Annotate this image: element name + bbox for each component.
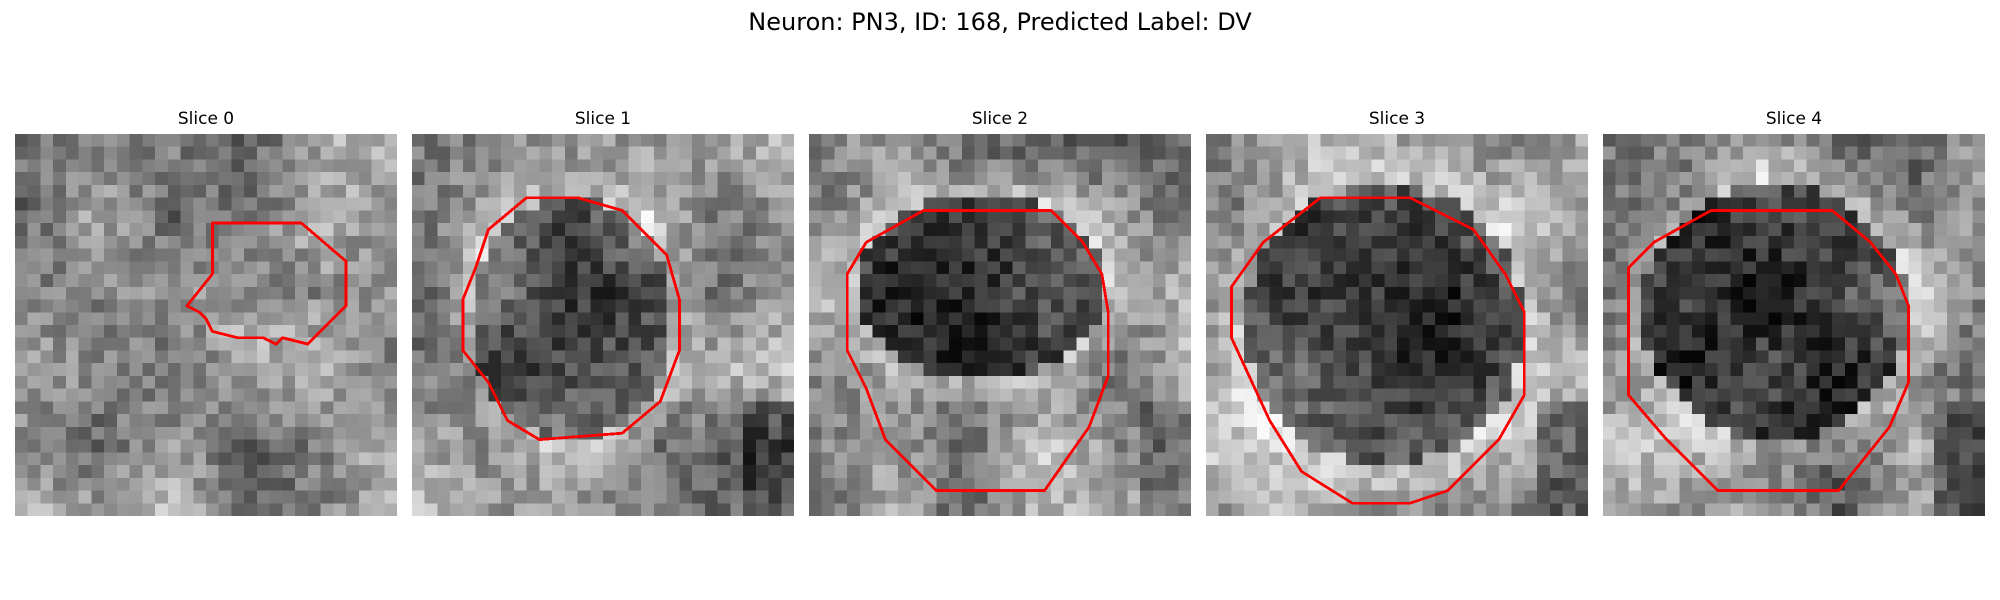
pixel-grid <box>412 134 794 516</box>
slice-title-4: Slice 4 <box>1765 109 1823 129</box>
slice-image-3 <box>1206 134 1588 516</box>
pixel-grid <box>1206 134 1588 516</box>
slice-panel-3: Slice 3 <box>1206 108 1588 518</box>
slice-image-2 <box>809 134 1191 516</box>
contour-outline <box>185 221 348 346</box>
slice-title-1: Slice 1 <box>574 109 632 129</box>
pixel-grid <box>809 134 1191 516</box>
contour-outline <box>461 196 681 442</box>
slice-image-1 <box>412 134 794 516</box>
slice-image-0 <box>15 134 397 516</box>
slice-panel-4: Slice 4 <box>1603 108 1985 518</box>
slice-title-2: Slice 2 <box>971 109 1029 129</box>
slice-image-4 <box>1603 134 1985 516</box>
pixel-grid <box>15 134 397 516</box>
contour-outline <box>1230 196 1526 505</box>
slice-title-3: Slice 3 <box>1368 109 1426 129</box>
pixel-grid <box>1603 134 1985 516</box>
slice-panel-0: Slice 0 <box>15 108 397 518</box>
slice-title-0: Slice 0 <box>177 109 235 129</box>
figure-title: Neuron: PN3, ID: 168, Predicted Label: D… <box>748 8 1252 36</box>
contour-outline <box>845 208 1110 492</box>
contour-outline <box>1627 208 1911 492</box>
slice-panel-1: Slice 1 <box>412 108 794 518</box>
slice-panel-2: Slice 2 <box>809 108 1191 518</box>
